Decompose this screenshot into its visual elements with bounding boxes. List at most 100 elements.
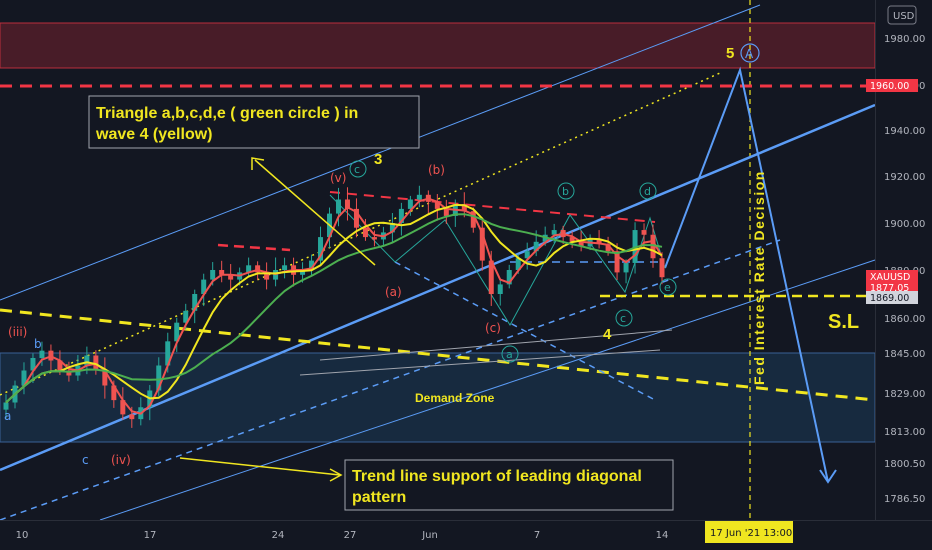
- candle-body: [120, 400, 126, 415]
- sub-wave-a-red: (a): [385, 285, 402, 299]
- green-d: d: [644, 185, 651, 198]
- candle-body: [210, 270, 216, 280]
- candle-body: [192, 294, 198, 311]
- trend-note-line2: pattern: [352, 489, 406, 506]
- price-tick-label: 1786.50: [884, 494, 925, 505]
- wave-3-label: 3: [374, 151, 382, 168]
- wave-5-label: 5: [726, 45, 734, 62]
- price-tag-bg: [866, 270, 918, 283]
- triangle-note-line2: wave 4 (yellow): [95, 126, 213, 143]
- price-tick-label: 1800.50: [884, 459, 925, 470]
- price-tick-label: 1860.00: [884, 314, 925, 325]
- candle-body: [650, 234, 656, 259]
- candle-body: [344, 199, 350, 209]
- green-b: b: [562, 185, 569, 198]
- candle-body: [282, 265, 288, 270]
- currency-badge: [887, 5, 917, 25]
- candle-body: [578, 241, 584, 247]
- trend-note-line1: Trend line support of leading diagonal: [352, 468, 642, 485]
- candle-body: [300, 270, 306, 275]
- candle-body: [524, 251, 530, 259]
- candle-body: [461, 204, 467, 212]
- candle-body: [264, 272, 270, 280]
- price-tick-label: 1920.00: [884, 172, 925, 183]
- triangle-note-line1: Triangle a,b,c,d,e ( green circle ) in: [96, 105, 358, 122]
- triangle-note-box: [88, 95, 420, 149]
- candle-body: [174, 322, 180, 342]
- candle-body: [506, 270, 512, 285]
- arrow-trend-note: [179, 457, 341, 476]
- candle-body: [533, 241, 539, 252]
- wave-A-circle: [740, 43, 760, 63]
- price-tag-label: XAUUSD: [870, 272, 910, 283]
- candle-body: [57, 360, 63, 371]
- price-tag-bg: [866, 281, 918, 294]
- price-tag-label: 1960.00: [870, 81, 909, 92]
- candle-body: [389, 223, 395, 233]
- candle-body: [335, 199, 341, 214]
- candle-body: [111, 385, 117, 401]
- price-tick-label: 1940.00: [884, 126, 925, 137]
- candle-body: [201, 279, 207, 294]
- green-c: c: [620, 312, 626, 325]
- candle-body: [434, 201, 440, 209]
- sub-wave-iii: (iii): [8, 325, 27, 339]
- sub-wave-v: (v): [330, 171, 346, 185]
- date-tag-bg: [705, 521, 793, 543]
- price-tag-bg: [866, 291, 918, 304]
- candle-body: [497, 284, 503, 294]
- small-wave-b: b: [34, 337, 42, 351]
- fed-decision-label: Fed Interest Rate Decision: [751, 170, 767, 385]
- demand-zone-label: Demand Zone: [415, 391, 495, 405]
- candle-body: [659, 258, 665, 278]
- time-tick-label: Jun: [421, 530, 438, 541]
- wave-A-label: A: [745, 47, 754, 61]
- stop-loss-label: S.L: [828, 311, 859, 333]
- wave-4-label: 4: [603, 326, 612, 343]
- time-tick-label: 14: [656, 530, 669, 541]
- candle-body: [398, 208, 404, 223]
- trend-note-box: [344, 459, 674, 511]
- candle-body: [488, 260, 494, 294]
- candle-body: [623, 262, 629, 273]
- candle-body: [515, 258, 521, 270]
- price-tick-label: 1900.00: [884, 219, 925, 230]
- candle-body: [416, 194, 422, 200]
- candle-body: [569, 237, 575, 242]
- price-tick-label: 1845.00: [884, 349, 925, 360]
- candle-body: [362, 227, 368, 238]
- ma-slow-line: [5, 213, 663, 404]
- price-axis-bg: [876, 0, 932, 520]
- candle-body: [66, 370, 72, 376]
- resistance-zone: [0, 22, 876, 69]
- small-wave-a: a: [4, 409, 11, 423]
- candle-body: [183, 310, 189, 323]
- time-ticks: 10 17 24 27 Jun 7 14: [16, 530, 669, 541]
- candle-body: [30, 358, 36, 371]
- candle-body: [309, 260, 315, 270]
- candle-body: [219, 270, 225, 275]
- sub-wave-b-red: (b): [428, 163, 445, 177]
- candle-body: [605, 244, 611, 252]
- candle-body: [246, 265, 252, 273]
- candlestick-series: [3, 185, 665, 428]
- candle-body: [165, 341, 171, 366]
- demand-zone-box: [0, 352, 876, 443]
- price-tag-label: 1869.00: [870, 293, 909, 304]
- candle-body: [407, 199, 413, 209]
- candle-body: [129, 414, 135, 420]
- green-a: a: [506, 348, 513, 361]
- candle-body: [156, 365, 162, 391]
- candle-body: [353, 208, 359, 228]
- time-tick-label: 17: [144, 530, 157, 541]
- candle-body: [551, 230, 557, 235]
- candle-body: [371, 237, 377, 240]
- small-wave-c: c: [82, 453, 89, 467]
- currency-label: USD: [893, 11, 915, 22]
- candle-body: [255, 265, 261, 273]
- trend-lines: [0, 4, 876, 521]
- green-c-top: c: [354, 163, 360, 176]
- ma-mid-line: [5, 203, 663, 404]
